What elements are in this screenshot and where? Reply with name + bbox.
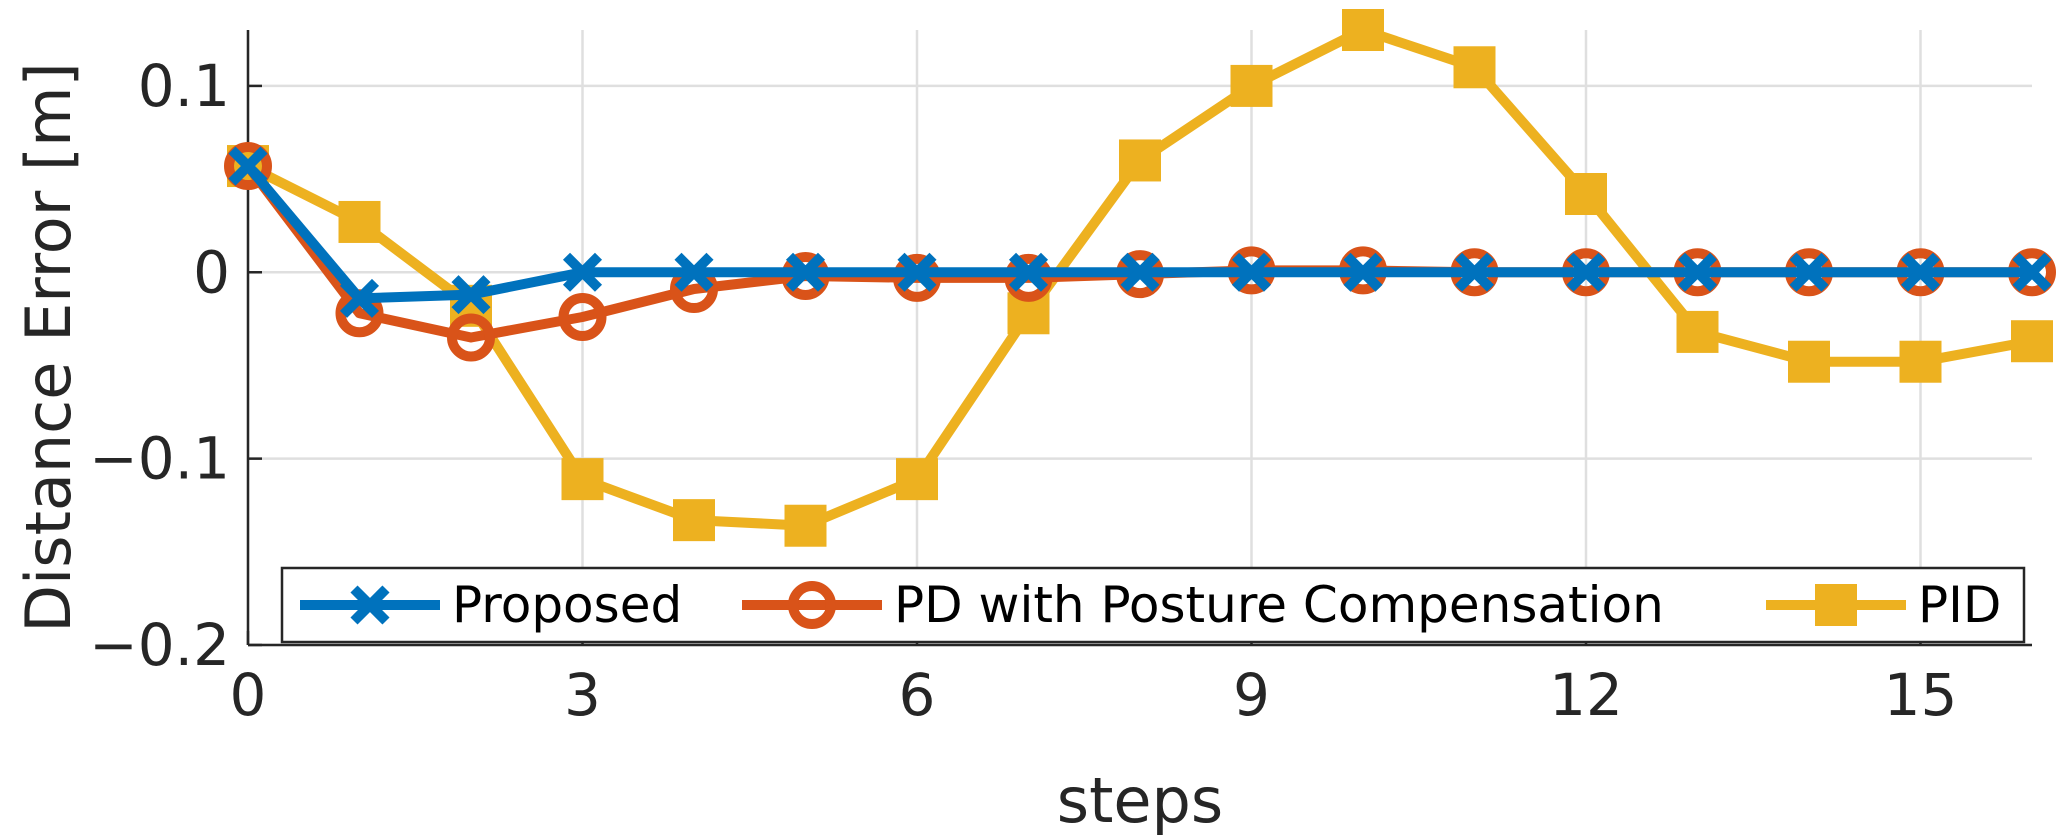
x-tick-labels: 0 3 6 9 12 15 [230,661,1958,729]
data-point [561,458,604,501]
legend-label: PD with Posture Compensation [894,576,1664,634]
data-point [784,504,827,547]
data-point [1008,252,1049,292]
data-point [558,293,607,341]
x-tick-label: 6 [899,661,936,729]
x-tick-label: 15 [1884,661,1958,729]
data-point [1231,252,1272,292]
x-tick-label: 3 [564,661,601,729]
y-axis-label: Distance Error [m] [12,62,85,632]
data-point [1789,252,1829,292]
data-point [562,252,603,292]
data-point [339,278,380,318]
legend-entry: PD with Posture Compensation [742,576,1664,634]
data-point [1566,252,1606,292]
data-point [228,146,268,186]
data-point [1676,310,1719,353]
legend: Proposed PD with Posture Compensation PID [280,566,2026,644]
data-point [1120,252,1160,292]
data-point [447,313,495,362]
legend-swatch-marker [350,585,390,625]
legend-label: Proposed [452,576,682,634]
legend-entry: PID [1766,576,2001,634]
legend-box [280,566,2026,644]
x-tick-label: 12 [1549,661,1623,729]
data-point [1900,252,1941,292]
data-point [897,252,937,292]
x-tick-label: 0 [230,661,267,729]
legend-label: PID [1918,576,2001,634]
data-point [1004,253,1053,302]
data-point [2012,252,2052,292]
y-tick-label: 0 [193,238,230,306]
data-point [338,200,381,243]
data-point [673,499,715,542]
data-point [451,275,491,315]
data-point [785,252,826,292]
data-point [1677,252,1718,292]
data-point [1343,252,1383,292]
y-tick-labels: −0.2 −0.1 0 0.1 [89,52,230,679]
axes [246,30,2032,647]
data-point [1119,139,1161,182]
data-point [1453,46,1496,89]
x-grid-lines [246,30,1922,645]
data-point [1899,340,1942,383]
data-point [1454,252,1495,292]
data-point [896,458,938,501]
data-point [674,252,714,292]
x-tick-label: 9 [1233,661,1270,729]
data-point [1230,64,1273,107]
series-x [228,146,2052,318]
legend-swatch-marker [788,581,836,629]
data-point [1342,9,1384,51]
x-axis-label: steps [1057,764,1223,837]
legend-entry: Proposed [300,576,682,634]
data-point [2011,320,2053,363]
legend-swatch-marker [1815,584,1857,626]
data-point [893,253,941,302]
data-point [1565,173,1607,215]
data-point [224,142,272,191]
y-tick-label: −0.1 [89,425,230,493]
series-layer [224,9,2056,547]
data-point [1788,340,1830,383]
y-tick-label: 0.1 [138,52,230,120]
y-tick-label: −0.2 [89,611,230,679]
